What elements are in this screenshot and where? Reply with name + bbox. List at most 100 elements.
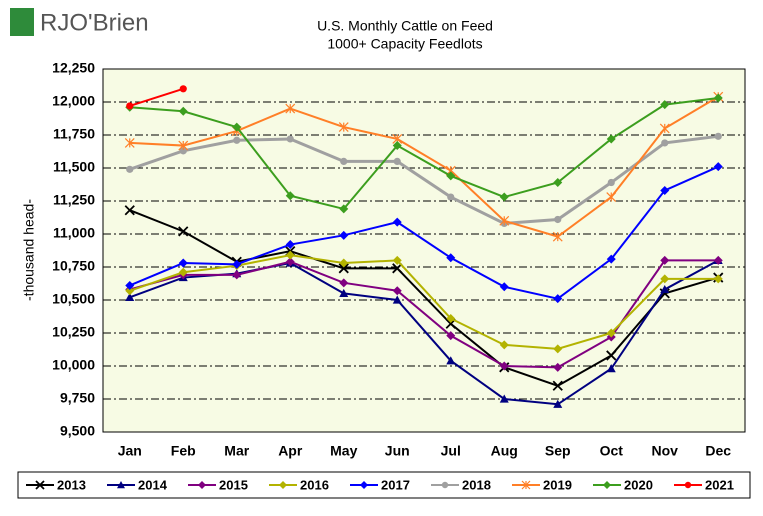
marker xyxy=(126,102,134,110)
chart-subtitle: 1000+ Capacity Feedlots xyxy=(327,36,482,52)
marker xyxy=(392,295,402,304)
marker xyxy=(178,140,189,151)
marker xyxy=(285,103,296,114)
marker xyxy=(553,344,563,354)
marker xyxy=(499,215,510,226)
marker xyxy=(606,254,616,264)
marker xyxy=(285,257,295,267)
y-tick-label: 12,250 xyxy=(52,60,95,76)
marker xyxy=(126,165,134,173)
marker xyxy=(499,282,509,292)
marker xyxy=(339,288,349,297)
y-tick-label: 10,250 xyxy=(52,324,95,340)
marker xyxy=(338,263,349,274)
marker xyxy=(392,141,402,151)
y-tick-label: 11,500 xyxy=(53,159,95,175)
marker xyxy=(392,255,402,265)
marker xyxy=(446,331,456,341)
marker xyxy=(286,135,294,143)
marker xyxy=(603,481,611,489)
marker xyxy=(178,226,189,237)
marker xyxy=(499,340,509,350)
logo-icon xyxy=(10,8,34,36)
x-tick-label: Aug xyxy=(491,443,518,459)
marker xyxy=(660,100,670,110)
marker xyxy=(521,480,531,490)
marker xyxy=(606,350,617,361)
marker xyxy=(178,267,188,277)
marker xyxy=(713,274,723,284)
x-tick-label: Jun xyxy=(385,443,410,459)
legend-label: 2019 xyxy=(543,477,572,492)
legend-label: 2017 xyxy=(381,477,410,492)
marker xyxy=(360,481,368,489)
chart-title: U.S. Monthly Cattle on Feed xyxy=(317,18,493,34)
series-line xyxy=(129,95,719,238)
marker xyxy=(660,284,670,294)
marker xyxy=(392,263,403,274)
marker xyxy=(660,185,670,195)
x-tick-label: Jan xyxy=(118,443,142,459)
marker xyxy=(178,106,188,116)
marker xyxy=(35,480,45,490)
marker xyxy=(661,139,669,147)
marker xyxy=(607,178,615,187)
marker xyxy=(232,259,242,269)
marker xyxy=(125,286,135,296)
marker xyxy=(339,230,349,240)
marker xyxy=(178,258,188,268)
marker xyxy=(232,122,242,132)
series-line xyxy=(129,97,719,211)
x-tick-label: Apr xyxy=(278,443,303,459)
marker xyxy=(198,481,206,489)
x-tick-label: Mar xyxy=(224,443,249,459)
y-tick-label: 10,750 xyxy=(52,258,95,274)
legend-label: 2015 xyxy=(219,477,248,492)
x-tick-label: Oct xyxy=(600,443,624,459)
marker xyxy=(606,192,617,202)
legend xyxy=(17,471,751,499)
series-line xyxy=(129,165,719,300)
marker xyxy=(684,481,692,489)
marker xyxy=(499,192,509,202)
marker xyxy=(392,286,402,296)
marker xyxy=(713,162,723,172)
marker xyxy=(553,362,563,372)
marker xyxy=(659,123,670,134)
marker xyxy=(285,191,295,201)
marker xyxy=(340,157,348,165)
y-axis-label: -thousand head- xyxy=(21,199,37,301)
marker xyxy=(338,122,349,133)
marker xyxy=(285,250,295,260)
y-tick-label: 11,250 xyxy=(53,192,95,208)
marker xyxy=(233,136,241,144)
y-tick-label: 11,000 xyxy=(53,225,95,241)
marker xyxy=(285,240,295,250)
marker xyxy=(179,147,187,155)
x-tick-label: Jul xyxy=(441,443,461,459)
marker xyxy=(499,361,509,371)
x-tick-label: Feb xyxy=(171,443,196,459)
legend-label: 2014 xyxy=(138,477,168,492)
marker xyxy=(660,255,670,265)
marker xyxy=(553,399,563,408)
marker xyxy=(124,137,135,148)
marker xyxy=(125,280,135,290)
marker xyxy=(446,356,456,365)
legend-label: 2020 xyxy=(624,477,653,492)
marker xyxy=(446,313,456,323)
marker xyxy=(606,328,616,338)
marker xyxy=(606,134,616,144)
marker xyxy=(392,217,402,227)
x-tick-label: Dec xyxy=(705,443,731,459)
series-line xyxy=(129,134,719,225)
y-tick-label: 9,750 xyxy=(60,390,95,406)
marker xyxy=(660,274,670,284)
y-tick-label: 11,750 xyxy=(53,126,95,142)
marker xyxy=(124,205,135,216)
marker xyxy=(339,278,349,288)
marker xyxy=(713,255,723,265)
y-tick-label: 9,500 xyxy=(60,423,95,439)
legend-label: 2018 xyxy=(462,477,491,492)
marker xyxy=(552,380,563,391)
